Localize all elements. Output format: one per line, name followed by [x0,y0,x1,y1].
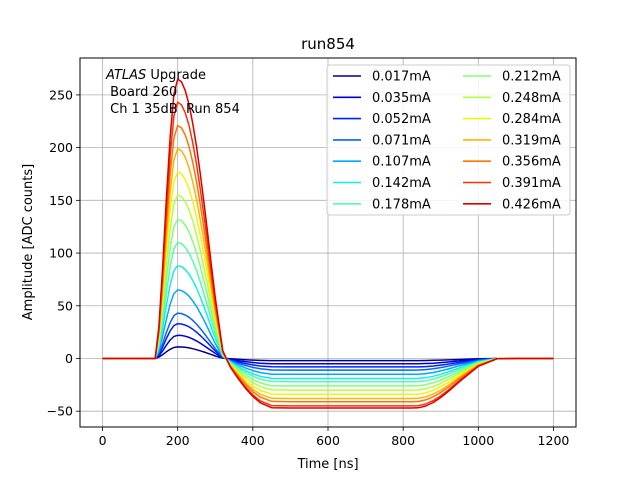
legend-label: 0.319mA [502,133,561,148]
legend-box [326,64,571,216]
legend-label: 0.284mA [502,112,561,127]
x-tick-label: 1200 [538,433,570,448]
y-tick-label: 250 [49,87,73,102]
legend-label: 0.142mA [372,176,431,191]
legend-label: 0.391mA [502,176,561,191]
annotation-line-1: ATLAS Upgrade [105,68,206,83]
annotation-line-3: Ch 1 35dB Run 854 [106,102,240,117]
legend-label: 0.426mA [502,197,561,212]
y-tick-label: 200 [49,140,73,155]
x-axis-label: Time [ns] [296,457,358,472]
series-line-0.212mA [102,218,554,387]
series-line-0.356mA [102,124,554,403]
x-tick-label: 200 [166,433,190,448]
x-axis-ticks: 0 200 400 600 800 1000 1200 [99,427,570,448]
legend-label: 0.035mA [372,91,431,106]
y-tick-label: 150 [49,193,73,208]
y-axis-ticks: −50 0 50 100 150 200 250 [47,87,80,419]
y-tick-label: 100 [49,246,73,261]
legend-label: 0.017mA [372,70,431,85]
series-line-0.284mA [102,171,554,396]
legend-label: 0.356mA [502,155,561,170]
x-tick-label: 0 [99,433,107,448]
series-line-0.107mA [102,289,554,376]
series-lines [102,78,554,409]
series-line-0.017mA [102,346,554,362]
series-line-0.426mA [102,78,554,409]
legend: 0.017mA 0.035mA 0.052mA 0.071mA 0.107mA 0.142… [326,64,571,216]
annotation-line-2: Board 260 [106,85,177,100]
legend-label: 0.178mA [372,197,431,212]
x-tick-label: 800 [391,433,415,448]
y-tick-label: 0 [65,351,73,366]
series-line-0.142mA [102,264,554,380]
annotation-atlas-word: ATLAS [105,68,146,83]
legend-label: 0.071mA [372,133,431,148]
series-line-0.071mA [102,312,554,371]
x-tick-label: 1000 [462,433,494,448]
y-tick-label: 50 [57,298,73,313]
series-line-0.035mA [102,334,554,365]
chart-title: run854 [301,35,355,53]
atlas-annotation: ATLAS Upgrade Board 260 Ch 1 35dB Run 85… [105,68,240,117]
x-tick-label: 400 [241,433,265,448]
legend-label: 0.107mA [372,155,431,170]
series-line-0.319mA [102,147,554,400]
series-line-0.178mA [102,241,554,383]
x-tick-label: 600 [316,433,340,448]
series-line-0.248mA [102,194,554,391]
series-line-0.052mA [102,322,554,368]
y-tick-label: −50 [47,404,73,419]
annotation-upgrade-word: Upgrade [146,68,206,83]
plot-frame [79,57,577,428]
legend-label: 0.052mA [372,112,431,127]
legend-label: 0.248mA [502,91,561,106]
y-axis-label: Amplitude [ADC counts] [21,164,36,320]
legend-label: 0.212mA [502,70,561,85]
